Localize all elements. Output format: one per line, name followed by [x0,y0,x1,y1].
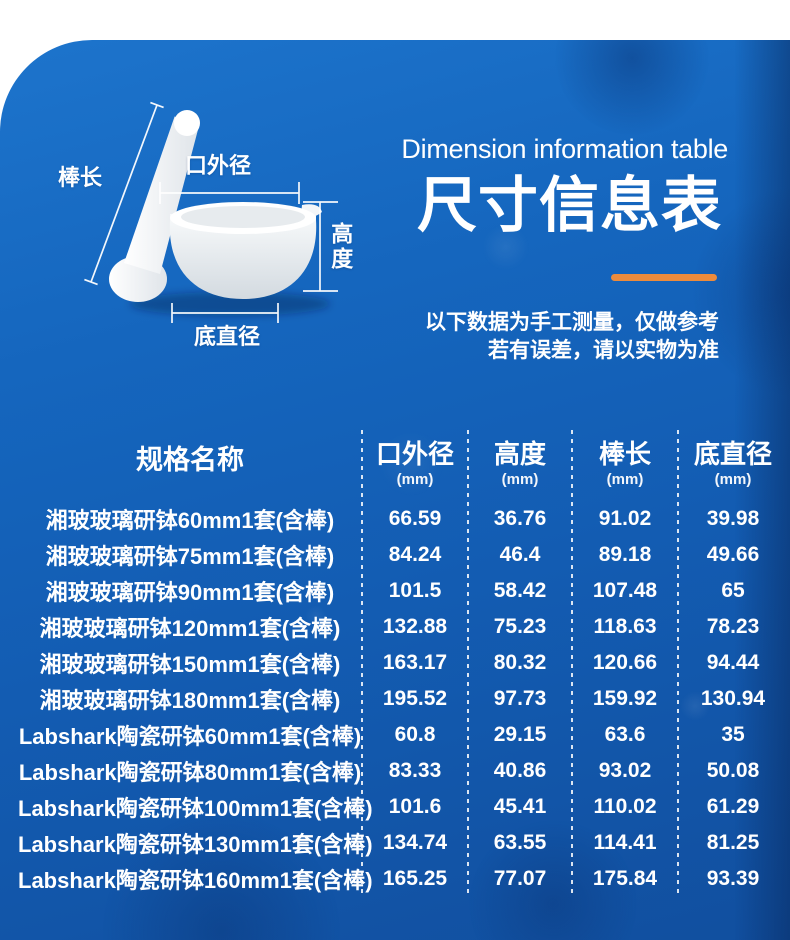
table-row: Labshark陶瓷研钵80mm1套(含棒) 83.33 40.86 93.02… [18,753,788,789]
mortar-pestle-illustration [84,101,338,323]
column-header-rod-length: 棒长 (mm) [598,439,651,488]
row-value: 65 [721,579,745,602]
row-name: 湘玻玻璃研钵180mm1套(含棒) [39,688,341,713]
note-line-1: 以下数据为手工测量，仅做参考 [425,311,719,334]
column-header-height: 高度 (mm) [493,439,546,488]
row-value: 35 [721,723,745,746]
table-header: 规格名称 口外径 (mm) 高度 (mm) 棒长 (mm) 底直径 (mm) [18,426,788,488]
dimension-lines [84,101,338,323]
row-value: 120.66 [592,651,658,674]
row-value: 114.41 [593,831,657,854]
row-value: 75.23 [493,615,547,638]
column-divider [467,430,469,894]
row-value: 50.08 [706,759,760,782]
row-value: 91.02 [598,507,652,530]
row-value: 83.33 [388,759,442,782]
page-title: 尺寸信息表 [417,172,722,239]
row-value: 93.02 [598,759,652,782]
row-value: 132.88 [382,615,448,638]
row-value: 63.55 [493,831,547,854]
subtitle-english: Dimension information table [401,134,728,164]
row-value: 81.25 [706,831,760,854]
mouth-diameter-label: 口外径 [185,153,252,178]
row-value: 77.07 [493,867,547,890]
row-value: 36.76 [493,507,547,530]
row-value: 78.23 [706,615,760,638]
row-value: 118.63 [593,615,657,638]
row-value: 134.74 [382,831,448,854]
row-value: 101.6 [388,795,442,818]
row-value: 29.15 [493,723,547,746]
row-value: 165.25 [382,867,448,890]
row-value: 61.29 [706,795,760,818]
base-diameter-label: 底直径 [194,324,261,349]
row-value: 107.48 [592,579,658,602]
row-value: 39.98 [706,507,760,530]
table-body: 湘玻玻璃研钵60mm1套(含棒) 66.59 36.76 91.02 39.98… [18,501,788,897]
row-value: 46.4 [499,543,541,566]
table-row: 湘玻玻璃研钵180mm1套(含棒) 195.52 97.73 159.92 13… [18,681,788,717]
rod-length-label: 棒长 [58,165,103,190]
row-value: 80.32 [493,651,547,674]
row-name: Labshark陶瓷研钵60mm1套(含棒) [18,724,362,749]
column-divider [361,430,363,894]
row-value: 66.59 [388,507,442,530]
mortar-bowl [169,202,322,299]
row-name: Labshark陶瓷研钵160mm1套(含棒) [18,868,373,893]
product-diagram: 棒长 口外径 高度 底直径 [30,78,390,378]
row-value: 49.66 [706,543,760,566]
rod-length-line [90,104,158,283]
table-row: Labshark陶瓷研钵130mm1套(含棒) 134.74 63.55 114… [18,825,788,861]
row-value: 163.17 [382,651,448,674]
row-value: 175.84 [592,867,658,890]
table-row: 湘玻玻璃研钵120mm1套(含棒) 132.88 75.23 118.63 78… [18,609,788,645]
column-header-base-diameter: 底直径 (mm) [693,439,772,488]
column-header-name: 规格名称 [136,444,244,475]
row-value: 60.8 [394,723,436,746]
row-name: 湘玻玻璃研钵75mm1套(含棒) [45,544,335,569]
row-name: 湘玻玻璃研钵150mm1套(含棒) [39,652,341,677]
table-row: 湘玻玻璃研钵90mm1套(含棒) 101.5 58.42 107.48 65 [18,573,788,609]
table-row: Labshark陶瓷研钵160mm1套(含棒) 165.25 77.07 175… [18,861,788,897]
blue-panel: 棒长 口外径 高度 底直径 Dimension information tabl… [0,40,790,940]
product-shadow [130,292,330,316]
table-row: Labshark陶瓷研钵100mm1套(含棒) 101.6 45.41 110.… [18,789,788,825]
row-name: 湘玻玻璃研钵120mm1套(含棒) [39,616,341,641]
row-name: 湘玻玻璃研钵90mm1套(含棒) [45,580,335,605]
table-row: 湘玻玻璃研钵75mm1套(含棒) 84.24 46.4 89.18 49.66 [18,537,788,573]
row-name: Labshark陶瓷研钵130mm1套(含棒) [18,832,373,857]
table-row: Labshark陶瓷研钵60mm1套(含棒) 60.8 29.15 63.6 3… [18,717,788,753]
note-line-2: 若有误差，请以实物为准 [488,339,719,362]
pestle [109,110,200,302]
accent-divider [611,274,717,281]
row-value: 63.6 [604,723,646,746]
row-value: 130.94 [700,687,766,710]
row-value: 40.86 [493,759,547,782]
row-value: 110.02 [593,795,657,818]
column-divider [571,430,573,894]
height-label: 高度 [328,222,354,272]
row-name: Labshark陶瓷研钵80mm1套(含棒) [18,760,362,785]
column-header-mouth-diameter: 口外径 (mm) [375,439,454,488]
row-value: 101.5 [388,579,442,602]
row-value: 45.41 [493,795,547,818]
row-name: Labshark陶瓷研钵100mm1套(含棒) [18,796,373,821]
row-value: 58.42 [493,579,547,602]
row-name: 湘玻玻璃研钵60mm1套(含棒) [45,508,335,533]
row-value: 97.73 [493,687,547,710]
row-value: 89.18 [598,543,652,566]
row-value: 159.92 [592,687,658,710]
row-value: 195.52 [382,687,448,710]
row-value: 94.44 [706,651,760,674]
measurement-notes: 以下数据为手工测量，仅做参考 若有误差，请以实物为准 [425,309,719,365]
column-divider [677,430,679,894]
table-row: 湘玻玻璃研钵60mm1套(含棒) 66.59 36.76 91.02 39.98 [18,501,788,537]
row-value: 93.39 [706,867,760,890]
row-value: 84.24 [388,543,442,566]
table-row: 湘玻玻璃研钵150mm1套(含棒) 163.17 80.32 120.66 94… [18,645,788,681]
